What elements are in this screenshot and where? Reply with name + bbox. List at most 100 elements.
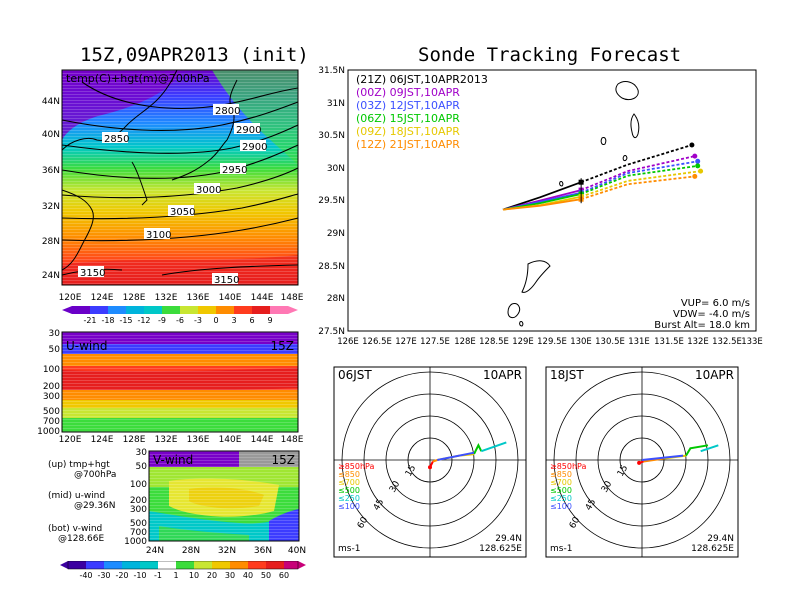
lat-tick: 28N xyxy=(182,546,200,556)
track-legend-item: (21Z) 06JST,10APR2013 xyxy=(356,73,488,86)
lat-tick: 30.5N xyxy=(318,131,345,141)
track-params: VUP= 6.0 m/s VDW= -4.0 m/s Burst Alt= 18… xyxy=(654,298,750,331)
lon-tick: 129.5E xyxy=(537,337,567,347)
lat-tick: 28.5N xyxy=(318,262,345,272)
hodo-lines xyxy=(637,444,719,465)
hodo-legend-item: ≤250 xyxy=(550,494,572,503)
colorbar-tick: -21 xyxy=(83,316,96,325)
track-legend-item: (03Z) 12JST,10APR xyxy=(356,99,460,112)
hodo-legend-item: ≥850hPa xyxy=(550,462,587,471)
map-lon-ticks: 120E 124E 128E 132E 136E 140E 144E 148E xyxy=(59,293,304,303)
pressure-tick: 200 xyxy=(43,382,60,392)
left-title: 15Z,09APR2013 (init) xyxy=(80,44,309,66)
colorbar-tick: -10 xyxy=(133,571,146,580)
lon-tick: 127.5E xyxy=(420,337,450,347)
contour-label: 3100 xyxy=(146,230,171,241)
caption-up: (up) tmp+hgt @700hPa xyxy=(48,460,116,480)
hodo-legend-item: ≥850hPa xyxy=(338,462,375,471)
lon-tick: 126.5E xyxy=(362,337,392,347)
lon-tick: 144E xyxy=(251,293,274,303)
hodo-legend-item: ≤500 xyxy=(338,486,360,495)
colorbar-tick: -12 xyxy=(137,316,150,325)
pressure-tick: 700 xyxy=(130,528,147,538)
track-legend-item: (00Z) 09JST,10APR xyxy=(356,86,460,99)
track-lat-ticks: 31.5N 31N 30.5N 30N 29.5N 29N 28.5N 28N … xyxy=(318,66,345,337)
u-wind-panel: U-wind 15Z 30 50 100 200 300 500 700 100… xyxy=(37,329,304,444)
hodo-lines xyxy=(428,441,507,470)
track-series-descent xyxy=(580,165,698,195)
u-pressure-ticks: 30 50 100 200 300 500 700 1000 xyxy=(37,329,60,437)
colorbar-tick: -15 xyxy=(119,316,132,325)
v-wind-panel: V-wind 15Z 30 50 100 200 300 500 700 100… xyxy=(124,448,306,556)
v-wind-label: V-wind xyxy=(153,453,193,467)
lat-tick: 24N xyxy=(42,271,60,281)
colorbar-tick: 1 xyxy=(173,571,178,580)
hodo-date: 10APR xyxy=(483,368,522,382)
lat-tick: 29.5N xyxy=(318,196,345,206)
colorbar-tick: -9 xyxy=(158,316,166,325)
v-colorbar: -40 -30 -20 -10 -1 1 10 20 30 40 50 60 xyxy=(60,561,306,580)
contour-label: 3050 xyxy=(170,207,195,218)
temp-height-map: 2800 2900 2850 2900 2950 3000 3050 3100 … xyxy=(42,69,304,325)
hodo-series xyxy=(685,444,709,457)
contour-label: 3150 xyxy=(80,268,105,279)
lat-tick: 40N xyxy=(42,130,60,140)
lat-tick: 31N xyxy=(327,99,345,109)
ring-label: 15 xyxy=(404,464,418,479)
hodo-series xyxy=(700,444,719,453)
lon-tick: 131.5E xyxy=(654,337,684,347)
colorbar-tick: -1 xyxy=(154,571,162,580)
pressure-tick: 1000 xyxy=(37,427,60,437)
hodo-lat: 29.4N xyxy=(707,534,734,544)
pressure-tick: 1000 xyxy=(124,537,147,547)
ring-label: 45 xyxy=(372,498,386,513)
hodo-legend: ≥850hPa ≤850 ≤700 ≤500 ≤250 ≤100 xyxy=(338,462,375,511)
track-series-descent xyxy=(580,160,698,194)
lon-tick: 126E xyxy=(337,337,359,347)
lat-tick: 27.5N xyxy=(318,327,345,337)
colorbar-tick: -3 xyxy=(194,316,202,325)
lon-tick: 136E xyxy=(187,435,210,444)
lon-tick: 144E xyxy=(251,435,274,444)
track-series-descent xyxy=(580,170,701,198)
caption-line: (up) tmp+hgt xyxy=(48,460,110,470)
lon-tick: 148E xyxy=(281,435,304,444)
hodo-legend-item: ≤100 xyxy=(338,502,360,511)
landing-marker xyxy=(695,163,701,169)
lat-tick: 31.5N xyxy=(318,66,345,76)
lat-tick: 30N xyxy=(327,164,345,174)
pressure-tick: 300 xyxy=(130,505,147,515)
lon-tick: 128.5E xyxy=(479,337,509,347)
pressure-tick: 30 xyxy=(136,448,148,458)
colorbar-tick: 9 xyxy=(267,316,272,325)
caption-mid: (mid) u-wind @29.36N xyxy=(48,491,116,511)
contour-label: 2800 xyxy=(215,106,240,117)
lon-tick: 132E xyxy=(155,435,178,444)
contour-labels: 2800 2900 2850 2900 2950 3000 3050 3100 … xyxy=(78,104,267,286)
pressure-tick: 100 xyxy=(43,365,60,375)
landing-marker xyxy=(698,168,704,174)
v-pressure-ticks: 30 50 100 200 300 500 700 1000 xyxy=(124,448,147,547)
lon-tick: 136E xyxy=(187,293,210,303)
hodo-legend-item: ≤500 xyxy=(550,486,572,495)
track-param: VUP= 6.0 m/s xyxy=(681,298,750,309)
hodo-time: 06JST xyxy=(338,368,372,382)
pressure-tick: 100 xyxy=(130,480,147,490)
lon-tick: 127E xyxy=(395,337,417,347)
caption-line: @29.36N xyxy=(74,501,116,511)
hodo-unit: ms-1 xyxy=(338,544,360,554)
contour-label: 3150 xyxy=(214,275,239,286)
lat-tick: 36N xyxy=(254,546,272,556)
colorbar-tick: 6 xyxy=(249,316,254,325)
map-overlay-label: temp(C)+hgt(m)@700hPa xyxy=(66,72,210,85)
track-param: Burst Alt= 18.0 km xyxy=(654,320,750,331)
hodo-legend-item: ≤850 xyxy=(338,470,360,479)
landing-marker xyxy=(692,153,698,159)
caption-bot: (bot) v-wind @128.66E xyxy=(48,524,104,544)
u-wind-label: U-wind xyxy=(66,339,107,353)
track-lon-ticks: 126E 126.5E 127E 127.5E 128E 128.5E 129E… xyxy=(337,337,763,347)
track-series-ascent xyxy=(502,198,582,211)
track-series-descent xyxy=(580,155,695,191)
hodograph-left: 15 30 45 60 06JST 10APR ≥850hPa ≤850 ≤70… xyxy=(333,366,527,558)
hodo-legend-item: ≤700 xyxy=(550,478,572,487)
